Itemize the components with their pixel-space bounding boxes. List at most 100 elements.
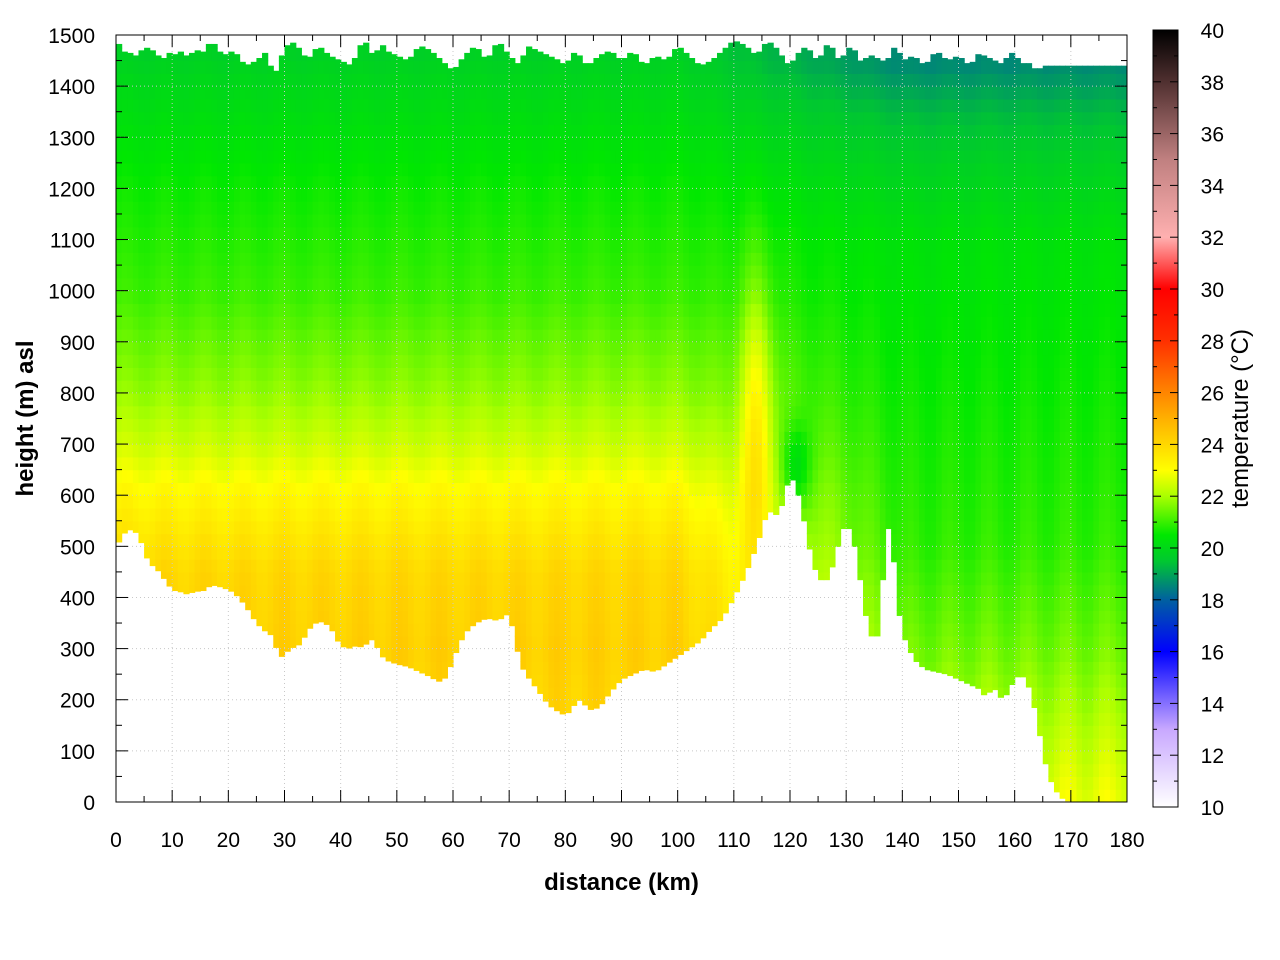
- heatmap-cell: [408, 405, 415, 420]
- heatmap-cell: [610, 213, 617, 228]
- heatmap-cell: [700, 520, 707, 535]
- heatmap-cell: [705, 201, 712, 215]
- heatmap-cell: [655, 124, 662, 138]
- heatmap-cell: [217, 252, 224, 266]
- heatmap-cell: [705, 559, 712, 573]
- heatmap-cell: [503, 226, 510, 241]
- heatmap-cell: [497, 392, 505, 407]
- heatmap-cell: [357, 533, 364, 547]
- heatmap-cell: [632, 456, 639, 471]
- heatmap-cell: [424, 507, 432, 522]
- heatmap-cell: [643, 610, 651, 624]
- heatmap-cell: [340, 444, 347, 458]
- heatmap-cell: [402, 290, 409, 305]
- heatmap-cell: [396, 124, 404, 138]
- heatmap-cell: [688, 546, 696, 560]
- heatmap-cell: [526, 354, 533, 368]
- heatmap-cell: [453, 469, 460, 484]
- heatmap-cell: [408, 571, 415, 586]
- heatmap-cell: [402, 111, 409, 126]
- heatmap-cell: [363, 290, 370, 305]
- heatmap-cell: [306, 316, 314, 330]
- heatmap-cell: [694, 98, 701, 113]
- heatmap-cell: [357, 584, 364, 599]
- heatmap-cell: [632, 623, 639, 637]
- heatmap-cell: [121, 277, 128, 292]
- heatmap-cell: [565, 239, 572, 253]
- heatmap-cell: [262, 98, 269, 113]
- heatmap-cell: [610, 226, 617, 241]
- heatmap-cell: [239, 277, 246, 292]
- heatmap-cell: [273, 252, 280, 266]
- heatmap-cell: [542, 213, 550, 228]
- heatmap-cell: [469, 610, 477, 624]
- heatmap-cell: [211, 86, 218, 100]
- heatmap-cell: [340, 137, 347, 151]
- heatmap-cell: [295, 597, 302, 611]
- heatmap-cell: [189, 354, 196, 368]
- heatmap-cell: [677, 495, 684, 509]
- heatmap-cell: [144, 444, 151, 458]
- heatmap-cell: [632, 252, 639, 266]
- heatmap-cell: [132, 277, 140, 292]
- heatmap-cell: [379, 175, 387, 189]
- heatmap-cell: [548, 201, 555, 215]
- heatmap-cell: [127, 265, 134, 279]
- heatmap-cell: [138, 111, 145, 126]
- heatmap-cell: [520, 546, 527, 560]
- heatmap-cell: [318, 201, 325, 215]
- heatmap-cell: [138, 533, 145, 544]
- heatmap-cell: [402, 98, 409, 113]
- heatmap-cell: [469, 456, 477, 471]
- heatmap-cell: [621, 469, 628, 484]
- heatmap-cell: [222, 60, 229, 74]
- heatmap-cell: [542, 162, 550, 177]
- heatmap-cell: [655, 150, 662, 164]
- heatmap-cell: [239, 431, 246, 445]
- heatmap-cell: [666, 597, 673, 611]
- heatmap-cell: [239, 520, 246, 535]
- heatmap-cell: [132, 367, 140, 381]
- heatmap-cell: [638, 252, 645, 266]
- heatmap-cell: [424, 303, 432, 317]
- heatmap-cell: [245, 188, 252, 202]
- heatmap-cell: [166, 162, 173, 177]
- heatmap-cell: [391, 444, 398, 458]
- heatmap-cell: [177, 431, 184, 445]
- heatmap-cell: [233, 60, 241, 74]
- heatmap-cell: [250, 111, 258, 126]
- heatmap-cell: [177, 380, 184, 394]
- heatmap-cell: [565, 686, 572, 701]
- heatmap-cell: [610, 52, 617, 62]
- heatmap-cell: [357, 571, 364, 586]
- heatmap-cell: [475, 456, 482, 471]
- heatmap-cell: [441, 354, 448, 368]
- heatmap-cell: [121, 431, 128, 445]
- heatmap-cell: [278, 380, 286, 394]
- heatmap-cell: [149, 380, 156, 394]
- heatmap-cell: [604, 507, 611, 522]
- heatmap-cell: [419, 316, 426, 330]
- heatmap-cell: [306, 495, 314, 509]
- heatmap-cell: [711, 431, 718, 445]
- heatmap-cell: [565, 162, 572, 177]
- heatmap-cell: [660, 290, 668, 305]
- heatmap-cell: [424, 49, 432, 62]
- heatmap-cell: [441, 392, 448, 407]
- heatmap-cell: [497, 303, 505, 317]
- heatmap-cell: [189, 418, 196, 432]
- heatmap-cell: [278, 354, 286, 368]
- heatmap-cell: [233, 239, 241, 253]
- heatmap-cell: [329, 188, 336, 202]
- heatmap-cell: [436, 239, 443, 253]
- heatmap-cell: [526, 137, 533, 151]
- heatmap-cell: [205, 277, 213, 292]
- heatmap-cell: [233, 533, 241, 547]
- heatmap-cell: [582, 367, 589, 381]
- heatmap-cell: [430, 648, 437, 662]
- heatmap-cell: [604, 329, 611, 343]
- heatmap-cell: [228, 124, 235, 138]
- heatmap-cell: [666, 520, 673, 535]
- heatmap-cell: [526, 635, 533, 650]
- heatmap-cell: [503, 520, 510, 535]
